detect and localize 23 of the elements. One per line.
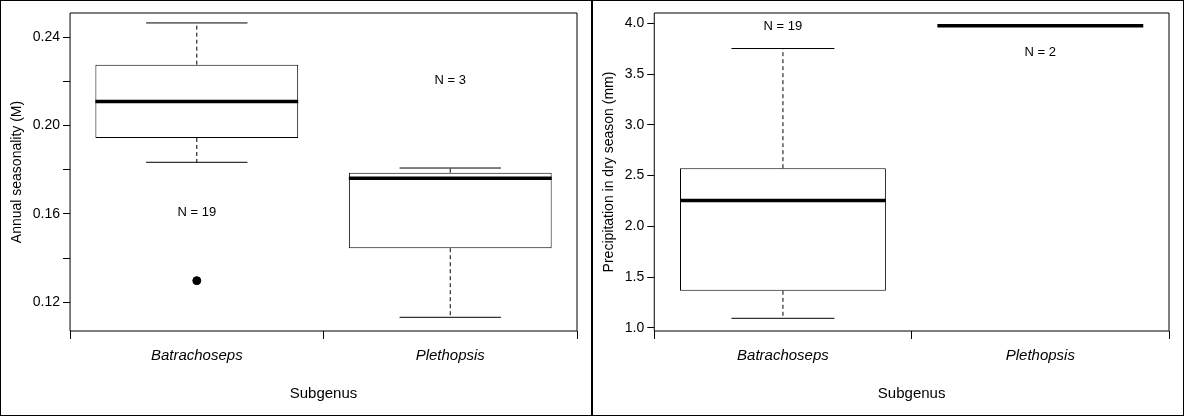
annotation: N = 19 (763, 17, 803, 33)
y-axis-title: Annual seasonality (M) (8, 100, 25, 244)
y-tick-label: 3.5 (624, 64, 645, 81)
y-axis-title: Precipitation in dry season (mm) (600, 71, 617, 273)
y-tick-label: 3.0 (624, 115, 645, 132)
annotation: N = 3 (434, 71, 466, 87)
x-tick-label: Plethopsis (1005, 346, 1076, 364)
y-tick-label: 1.5 (624, 267, 645, 284)
y-tick-label: 4.0 (624, 14, 645, 31)
x-tick-label: Batrachoseps (150, 346, 244, 364)
x-axis-title: Subgenus (289, 384, 358, 402)
y-tick-label: 0.20 (32, 116, 61, 133)
x-axis-title: Subgenus (877, 384, 946, 402)
y-tick-label: 1.0 (624, 318, 645, 335)
y-tick-label: 0.16 (32, 204, 61, 221)
annotation: N = 2 (1024, 44, 1057, 60)
y-tick-label: 2.0 (624, 217, 645, 234)
annotation: N = 19 (177, 204, 217, 220)
y-tick-label: 0.24 (32, 28, 61, 45)
y-tick-label: 0.12 (32, 293, 61, 310)
x-tick-label: Batrachoseps (737, 346, 830, 364)
y-tick-label: 2.5 (624, 166, 645, 183)
x-tick-label: Plethopsis (415, 346, 486, 364)
